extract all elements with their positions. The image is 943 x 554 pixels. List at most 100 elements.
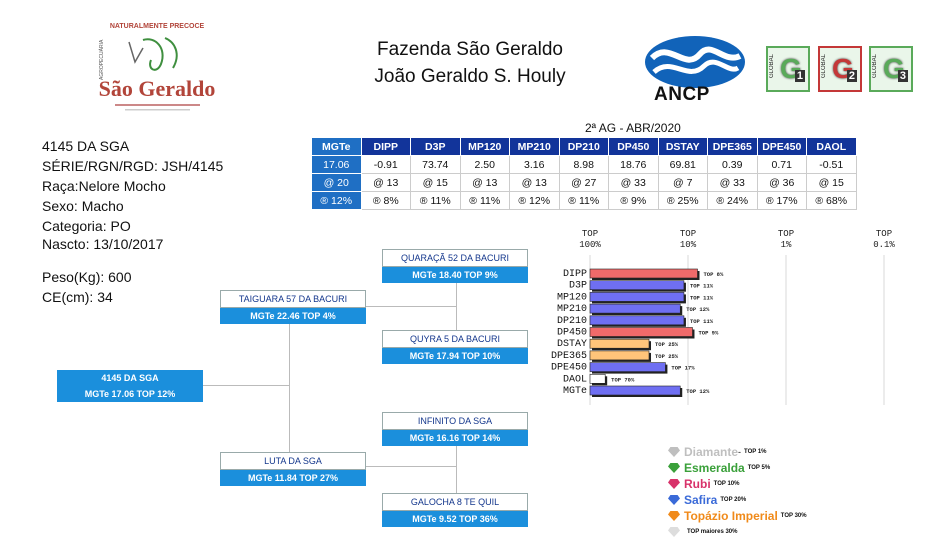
table-cell-acc-dp210: @ 27 (558, 173, 609, 192)
gem-icon (668, 511, 680, 521)
table-header-dstay: DSTAY (657, 137, 708, 156)
deps-table: MGTe DIPP D3P MP120 MP210 DP210 DP450 DSTAY DPE3… (311, 137, 857, 210)
table-cell-top-mp120: ® 11% (459, 191, 510, 210)
chart-category-label: MP120 (557, 292, 587, 303)
legend-top-text: TOP 1% (744, 449, 767, 455)
legend-top-text: TOP 30% (780, 513, 807, 519)
gem-icon (668, 447, 680, 457)
pedigree-sd-name: QUYRA 5 DA BACURI (382, 330, 528, 348)
pedigree-ss-value: MGTe 18.40 TOP 9% (382, 267, 528, 283)
table-cell-acc-dipp: @ 13 (360, 173, 411, 192)
legend-top-text: TOP maiores 30% (687, 529, 738, 535)
chart-category-label: DP210 (557, 316, 587, 327)
animal-sex: Sexo: Macho (42, 198, 124, 214)
table-cell-values-d3p: 73.74 (410, 155, 461, 174)
table-header-mp210: MP210 (509, 137, 560, 156)
table-cell-acc-mp120: @ 13 (459, 173, 510, 192)
chart-bar (589, 315, 685, 326)
badge-number: 2 (846, 70, 857, 82)
table-cell-top-dpe365: ® 24% (707, 191, 758, 210)
animal-birth: Nascto: 13/10/2017 (42, 236, 164, 252)
pedigree-animal-name: 4145 DA SGA (101, 373, 159, 383)
badge-side-label: GLOBAL (872, 54, 878, 79)
chart-bar (589, 327, 693, 337)
chart-data-label: TOP 17% (671, 365, 695, 372)
table-cell-values-mgte: 17.06 (311, 155, 362, 174)
animal-series: SÉRIE/RGN/RGD: JSH/4145 (42, 158, 224, 174)
badge-side-label: GLOBAL (821, 54, 827, 79)
table-cell-values-mp120: 2.50 (459, 155, 510, 174)
global-badge-3: GLOBAL G 3 (869, 46, 913, 92)
pedigree-sire: TAIGUARA 57 DA BACURI MGTe 22.46 TOP 4% (220, 290, 366, 324)
table-cell-acc-d3p: @ 15 (410, 173, 461, 192)
badge-number: 1 (794, 70, 805, 82)
pedigree-sire-name: TAIGUARA 57 DA BACURI (220, 290, 366, 308)
table-cell-acc-mp210: @ 13 (509, 173, 560, 192)
chart-data-label: TOP 12% (686, 306, 710, 313)
chart-data-label: TOP 9% (698, 330, 719, 337)
chart-category-label: DP450 (557, 328, 587, 339)
table-cell-values-dipp: -0.91 (360, 155, 411, 174)
table-cell-top-dpe450: ® 17% (756, 191, 807, 210)
chart-bar (589, 280, 685, 291)
chart-category-label: DPE365 (551, 351, 587, 362)
chart-data-label: TOP 11% (690, 294, 714, 301)
badge-number: 3 (897, 70, 908, 82)
chart-data-label: TOP 8% (703, 271, 724, 278)
chart-data-label: TOP 25% (655, 353, 679, 360)
chart-bar (589, 362, 666, 372)
pedigree-ss-name: QUARAÇÃ 52 DA BACURI (382, 249, 528, 267)
pedigree-dd-value: MGTe 9.52 TOP 36% (382, 511, 528, 527)
badge-side-label: GLOBAL (769, 54, 775, 79)
table-cell-top-dp450: ® 9% (608, 191, 659, 210)
table-cell-top-d3p: ® 11% (410, 191, 461, 210)
table-row-values: 17.06 -0.91 73.74 2.50 3.16 8.98 18.76 69.81 0.3… (311, 155, 857, 174)
chart-category-label: DPE450 (551, 363, 587, 374)
chart-tick-top: TOP (582, 229, 598, 239)
table-header-dp450: DP450 (608, 137, 659, 156)
legend-item: Diamante - TOP 1% (668, 444, 807, 460)
chart-data-label: TOP 11% (690, 283, 714, 290)
table-cell-top-dp210: ® 11% (558, 191, 609, 210)
table-cell-values-dpe450: 0.71 (756, 155, 807, 174)
chart-tick-label: 10% (680, 240, 697, 250)
pedigree-dam-name: LUTA DA SGA (220, 452, 366, 470)
chart-data-label: TOP 12% (686, 388, 710, 395)
ancp-label: ANCP (654, 84, 710, 105)
chart-category-label: MGTe (563, 386, 587, 397)
gem-legend: Diamante - TOP 1% Esmeralda TOP 5% Rubi TOP … (668, 444, 807, 540)
pedigree-ds-name: INFINITO DA SGA (382, 412, 528, 430)
legend-item: Rubi TOP 10% (668, 476, 807, 492)
pedigree-dam-value: MGTe 11.84 TOP 27% (220, 470, 366, 486)
logo-side: AGROPECUÁRIA (98, 39, 105, 80)
global-badge-1: GLOBAL G 1 (766, 46, 810, 92)
legend-item: Safira TOP 20% (668, 492, 807, 508)
chart-category-label: D3P (569, 281, 587, 292)
table-cell-acc-dstay: @ 7 (657, 173, 708, 192)
pedigree-dam-dam: GALOCHA 8 TE QUIL MGTe 9.52 TOP 36% (382, 493, 528, 527)
legend-top-text: TOP 10% (713, 481, 740, 487)
pedigree-animal-value: MGTe 17.06 TOP 12% (84, 389, 176, 399)
table-cell-top-mgte: ® 12% (311, 191, 362, 210)
gem-icon (668, 495, 680, 505)
legend-top-text: TOP 5% (747, 465, 771, 471)
table-cell-top-daol: ® 68% (806, 191, 857, 210)
legend-label: Diamante (684, 445, 739, 459)
pedigree-sire-sire: QUARAÇÃ 52 DA BACURI MGTe 18.40 TOP 9% (382, 249, 528, 283)
pedigree-dd-name: GALOCHA 8 TE QUIL (382, 493, 528, 511)
farm-logo: NATURALMENTE PRECOCE AGROPECUÁRIA São Ge… (95, 18, 220, 118)
chart-data-label: TOP 25% (655, 341, 679, 348)
table-header-d3p: D3P (410, 137, 461, 156)
chart-category-label: DAOL (563, 374, 587, 385)
chart-tick-label: 0.1% (873, 240, 895, 250)
legend-top-text: TOP 20% (720, 497, 747, 503)
pedigree-dam: LUTA DA SGA MGTe 11.84 TOP 27% (220, 452, 366, 486)
table-cell-values-daol: -0.51 (806, 155, 857, 174)
animal-name: 4145 DA SGA (42, 138, 130, 154)
global-badge-2: GLOBAL G 2 (818, 46, 862, 92)
legend-label: Safira (684, 493, 718, 507)
farm-title-block: Fazenda São Geraldo João Geraldo S. Houl… (330, 36, 610, 90)
chart-tick-label: 100% (579, 240, 601, 250)
chart-bar (589, 268, 698, 279)
